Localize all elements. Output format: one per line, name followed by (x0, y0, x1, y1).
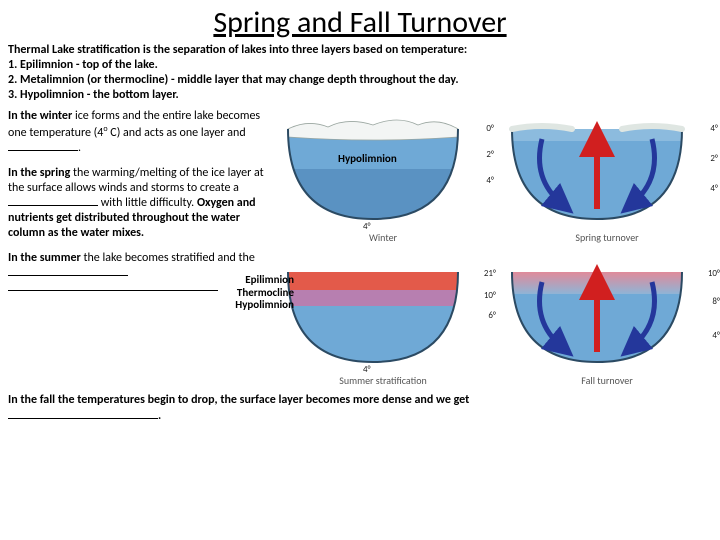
caption-winter: Winter (278, 231, 488, 244)
lake-fall-svg (502, 252, 692, 372)
intro-line-1: 1. Epilimnion - top of the lake. (8, 58, 158, 72)
lake-summer: 21° 10° 6° 4° Summer stratification Epil… (278, 252, 488, 387)
para-winter: In the winter ice forms and the entire l… (8, 109, 270, 156)
temp-f-2: 4° (712, 330, 720, 341)
label-hypolimnion-top: Hypolimnion (338, 153, 397, 166)
para-spring-body2: with little difficulty. (98, 196, 197, 210)
lake-fall: 10° 8° 4° Fall turnover (502, 252, 712, 387)
para-fall-lead: In the fall (8, 393, 55, 407)
temp-f-1: 8° (712, 296, 720, 307)
lake-spring: 4° 2° 4° Spring turnover (502, 109, 712, 244)
temp-f-0: 10° (708, 268, 720, 279)
text-column: In the winter ice forms and the entire l… (8, 109, 278, 387)
label-summer-layers: Epilimnion Thermocline Hypolimnion (214, 274, 294, 312)
para-winter-lead: In the winter (8, 109, 72, 123)
temp-sp-1: 2° (710, 153, 718, 164)
lake-winter-svg (278, 109, 468, 229)
para-summer-body: the lake becomes stratified and the (81, 251, 255, 265)
temp-su-3: 4° (363, 364, 371, 375)
temp-w-2: 4° (486, 175, 494, 186)
label-hypolimnion: Hypolimnion (235, 298, 294, 311)
temp-sp-0: 4° (710, 123, 718, 134)
caption-summer: Summer stratification (278, 374, 488, 387)
temp-su-2: 6° (488, 310, 496, 321)
temp-w-0: 0° (486, 123, 494, 134)
intro-line-3: 3. Hypolimnion - the bottom layer. (8, 88, 179, 102)
caption-fall: Fall turnover (502, 374, 712, 387)
temp-w-3: 4° (363, 221, 371, 232)
intro-line-2: 2. Metalimnion (or thermocline) - middle… (8, 73, 459, 87)
page-title: Spring and Fall Turnover (0, 0, 720, 41)
blank-2 (8, 205, 98, 206)
para-spring: In the spring the warming/melting of the… (8, 166, 270, 241)
temp-sp-2: 4° (710, 183, 718, 194)
label-thermocline: Thermocline (237, 286, 294, 299)
lake-spring-svg (502, 109, 692, 229)
temp-su-1: 10° (484, 290, 496, 301)
intro-lead: Thermal Lake stratification is the separ… (8, 43, 467, 57)
lake-winter: 0° 2° 4° 4° Winter Hypolimnion (278, 109, 488, 244)
blank-5 (8, 418, 158, 419)
para-spring-lead: In the spring (8, 166, 70, 180)
lake-grid: 0° 2° 4° 4° Winter Hypolimnion (278, 109, 712, 387)
blank-1 (8, 150, 78, 151)
temp-w-1: 2° (486, 149, 494, 160)
para-winter-body2: C) and acts as one layer and (108, 126, 246, 140)
intro-block: Thermal Lake stratification is the separ… (0, 41, 720, 109)
diagram-column: 0° 2° 4° 4° Winter Hypolimnion (278, 109, 712, 387)
temp-su-0: 21° (484, 268, 496, 279)
lake-summer-svg (278, 252, 468, 372)
para-summer-lead: In the summer (8, 251, 81, 265)
blank-4 (8, 290, 218, 291)
content-row: In the winter ice forms and the entire l… (0, 109, 720, 387)
label-epilimnion: Epilimnion (245, 273, 294, 286)
para-fall-body: the temperatures begin to drop, the surf… (55, 393, 469, 407)
blank-3 (8, 275, 128, 276)
caption-spring: Spring turnover (502, 231, 712, 244)
para-fall: In the fall the temperatures begin to dr… (0, 387, 720, 424)
